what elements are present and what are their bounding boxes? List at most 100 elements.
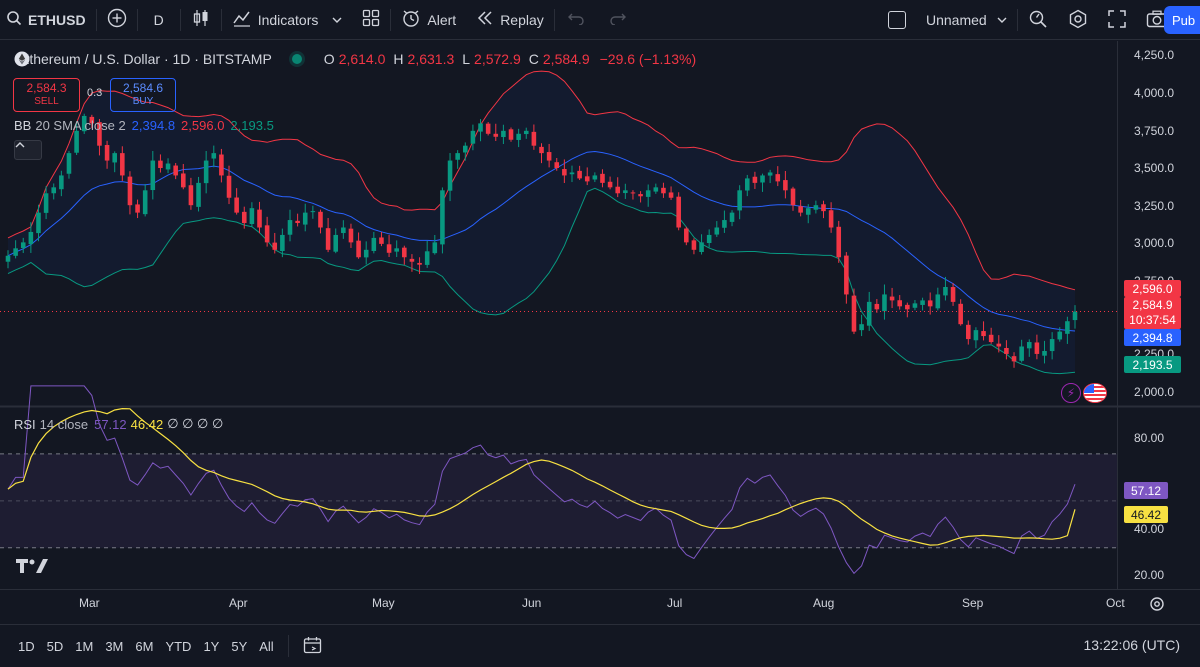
candle-body [1072,311,1078,321]
indicators-button[interactable]: Indicators [222,0,353,40]
fullscreen-button[interactable] [1098,0,1136,40]
range-3m-button[interactable]: 3M [105,638,124,654]
candle-body [89,116,95,124]
range-all-button[interactable]: All [259,638,274,654]
candle-body [531,131,537,146]
candle-body [356,240,361,258]
alert-label: Alert [427,11,457,28]
alert-button[interactable]: Alert [391,0,466,40]
candle-body [767,172,773,176]
chart-type-button[interactable] [181,0,221,40]
candle-body [234,197,239,213]
range-ytd-button[interactable]: YTD [165,638,192,654]
candle-body [66,153,72,174]
range-5d-button[interactable]: 5D [46,638,64,654]
sell-button[interactable]: 2,584.3 SELL [13,78,80,112]
candle-body [81,115,87,132]
price-axis-tick: 3,000.0 [1134,236,1175,250]
high-key: H [393,51,404,67]
bb-upper-price-tag: 2,596.0 [1124,280,1181,297]
bb-lower-price-tag: 2,193.5 [1124,356,1181,373]
candle-body [844,255,849,295]
utc-clock[interactable]: 13:22:06 (UTC) [1083,637,1180,653]
candle-body [333,234,339,252]
candle-body [821,204,826,212]
bb-params: 20 SMA close 2 [35,118,126,133]
symbol-label: ETHUSD [28,11,86,28]
bb-lower-line [7,187,1076,375]
go-to-date-button[interactable] [297,636,329,657]
candle-body [432,242,438,254]
buy-button[interactable]: 2,584.6 BUY [110,78,176,112]
candle-body [165,163,171,170]
undo-button[interactable] [555,0,597,40]
interval-label: D [153,11,164,28]
layout-button[interactable]: Unnamed [878,0,1017,40]
sell-label: SELL [34,96,59,107]
candle-body [280,234,285,252]
candle-body [158,160,163,168]
divider [220,8,222,31]
candle-body [493,133,499,137]
templates-button[interactable] [352,0,390,40]
chart-area[interactable]: Ethereum / U.S. Dollar · 1D · BITSTAMP O… [0,41,1200,624]
top-toolbar: ETHUSD D Indicators Alert [0,0,1200,40]
candle-body [188,185,194,206]
symbol-title[interactable]: Ethereum / U.S. Dollar · 1D · BITSTAMP [20,51,272,67]
layout-checkbox-icon [888,11,906,29]
calendar-icon [303,636,323,657]
settings-button[interactable] [1058,0,1098,40]
publish-button[interactable]: Pub [1164,6,1200,34]
time-axis-tick: Mar [79,596,100,610]
bb-upper-value: 2,596.0 [181,118,225,133]
high-value: 2,631.3 [407,51,455,67]
price-chart-canvas[interactable] [0,41,1200,624]
candle-body [5,255,11,262]
range-5y-button[interactable]: 5Y [231,638,248,654]
time-axis-tick: Apr [229,596,248,610]
bar-countdown: 10:37:54 [1129,313,1176,327]
candle-body [828,210,834,228]
range-6m-button[interactable]: 6M [135,638,154,654]
redo-icon [609,11,627,28]
low-value: 2,572.9 [474,51,521,67]
candle-body [150,160,156,191]
range-1m-button[interactable]: 1M [75,638,94,654]
market-status-dot [291,54,302,64]
candle-body [539,146,544,154]
candle-body [645,190,651,197]
collapse-legend-button[interactable] [14,140,42,160]
bb-upper-line [7,70,1076,291]
candle-body [20,242,26,249]
candle-body [554,162,560,168]
range-1d-button[interactable]: 1D [18,638,35,654]
rsi-legend[interactable]: RSI 14 close 57.12 46.42 ∅ ∅ ∅ ∅ [14,416,223,432]
candle-body [59,175,64,190]
redo-button[interactable] [597,0,639,40]
candle-body [973,330,979,341]
candle-body [219,154,224,176]
replay-button[interactable]: Replay [466,0,554,40]
quick-search-button[interactable] [1018,0,1058,40]
candle-body [36,212,41,234]
bottom-toolbar: 1D 5D 1M 3M 6M YTD 1Y 5Y All 13:22:06 (U… [0,624,1200,667]
candle-body [402,247,407,258]
candle-body [287,220,293,235]
lightning-event-icon[interactable]: ⚡ [1061,383,1081,403]
rsi-axis-tick: 80.00 [1134,431,1165,445]
bb-legend[interactable]: BB 20 SMA close 2 2,394.8 2,596.0 2,193.… [14,118,274,133]
fullscreen-icon [1107,9,1126,31]
candle-body [630,192,636,194]
candle-body [386,244,392,253]
us-flag-economic-event-icon[interactable] [1083,383,1107,403]
interval-button[interactable]: D [138,0,180,40]
range-1y-button[interactable]: 1Y [203,638,220,654]
compare-button[interactable] [97,0,137,40]
candle-body [935,294,941,309]
rsi-value-tag: 57.12 [1124,482,1168,499]
symbol-search-button[interactable]: ETHUSD [0,0,96,40]
candle-body [882,294,887,312]
candle-body [485,123,491,134]
candle-body [600,173,605,183]
close-key: C [528,51,539,67]
